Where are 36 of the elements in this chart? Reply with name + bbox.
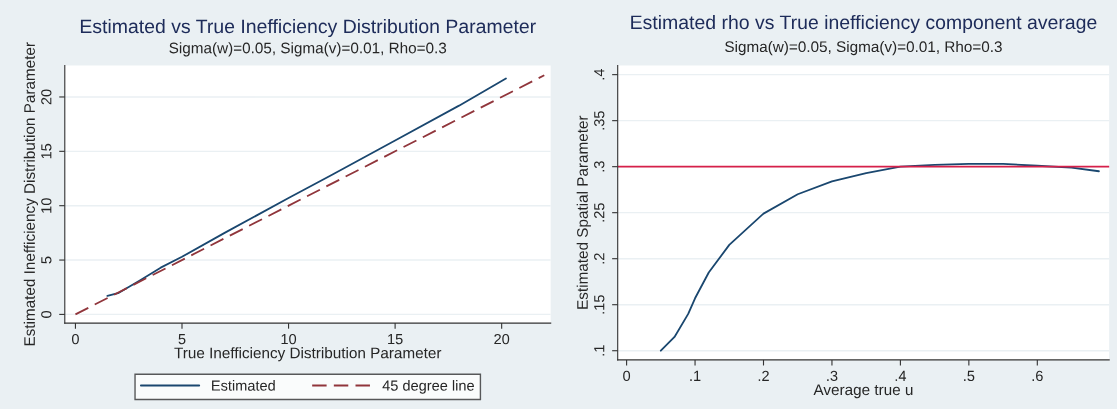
- x-tick-label: .1: [690, 370, 701, 381]
- y-tick-label: .3: [594, 161, 605, 172]
- x-axis-title: Average true u: [813, 384, 913, 399]
- y-tick-label: .2: [594, 253, 605, 264]
- x-tick-label: 0: [71, 333, 79, 345]
- legend-label: 45 degree line: [382, 380, 474, 394]
- y-tick-label: .15: [594, 295, 605, 314]
- chart-subtitle: Sigma(w)=0.05, Sigma(v)=0.01, Rho=0.3: [169, 42, 447, 57]
- y-tick-label: 0: [41, 310, 52, 318]
- x-tick-label: .3: [827, 370, 838, 382]
- x-axis-title: True Inefficiency Distribution Parameter: [174, 347, 442, 362]
- y-tick-label: 20: [41, 89, 52, 105]
- y-tick-label: .4: [594, 68, 605, 80]
- line-series: [106, 77, 507, 297]
- y-tick-label: .35: [594, 111, 605, 130]
- x-tick-label: .2: [758, 370, 769, 381]
- x-tick-label: .5: [964, 370, 975, 382]
- x-tick-label: 5: [178, 334, 186, 345]
- y-axis-title: Estimated Inefficiency Distribution Parameter: [23, 42, 38, 346]
- y-axis-title: Estimated Spatial Parameter: [576, 115, 591, 309]
- y-tick-label: .1: [594, 345, 605, 356]
- line-series: [659, 163, 1100, 352]
- y-tick-label: 15: [41, 143, 52, 159]
- chart-subtitle: Sigma(w)=0.05, Sigma(v)=0.01, Rho=0.3: [725, 40, 1002, 56]
- chart-title: Estimated vs True Inefficiency Distribution Parameter: [80, 18, 536, 38]
- x-tick-label: 10: [281, 333, 297, 345]
- x-tick-label: .4: [895, 370, 907, 381]
- y-tick-label: 5: [41, 256, 52, 264]
- x-tick-label: .6: [1032, 370, 1043, 382]
- x-tick-label: 0: [623, 370, 631, 382]
- y-tick-label: 10: [41, 198, 52, 213]
- y-tick-label: .25: [594, 203, 605, 222]
- legend-label: Estimated: [212, 380, 275, 391]
- chart-title: Estimated rho vs True inefficiency component average: [631, 14, 1097, 34]
- x-tick-label: 20: [494, 333, 510, 345]
- x-tick-label: 15: [388, 334, 403, 345]
